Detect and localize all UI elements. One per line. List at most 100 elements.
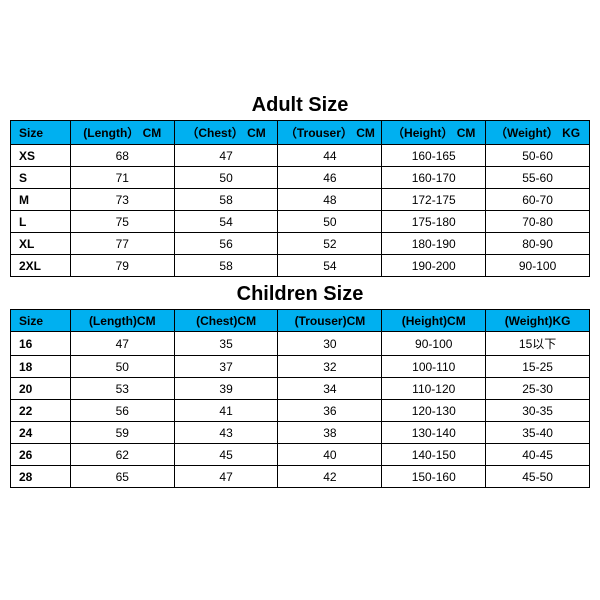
adult-cell: 80-90 bbox=[486, 233, 590, 255]
children-cell: 40 bbox=[278, 444, 382, 466]
children-cell: 16 bbox=[11, 332, 71, 356]
adult-col-1: (Length） CM bbox=[70, 121, 174, 145]
adult-cell: 44 bbox=[278, 145, 382, 167]
adult-cell: 56 bbox=[174, 233, 278, 255]
adult-cell: 90-100 bbox=[486, 255, 590, 277]
children-cell: 41 bbox=[174, 400, 278, 422]
adult-cell: 68 bbox=[70, 145, 174, 167]
children-col-4: (Height)CM bbox=[382, 310, 486, 332]
adult-cell: L bbox=[11, 211, 71, 233]
children-header-row: Size(Length)CM(Chest)CM(Trouser)CM(Heigh… bbox=[11, 310, 590, 332]
adult-cell: 50-60 bbox=[486, 145, 590, 167]
children-row: 20533934110-12025-30 bbox=[11, 378, 590, 400]
adult-cell: 52 bbox=[278, 233, 382, 255]
children-cell: 47 bbox=[174, 466, 278, 488]
adult-cell: 73 bbox=[70, 189, 174, 211]
adult-cell: 79 bbox=[70, 255, 174, 277]
children-row: 26624540140-15040-45 bbox=[11, 444, 590, 466]
adult-cell: 58 bbox=[174, 255, 278, 277]
children-cell: 38 bbox=[278, 422, 382, 444]
adult-cell: 58 bbox=[174, 189, 278, 211]
children-row: 18503732100-11015-25 bbox=[11, 356, 590, 378]
children-cell: 47 bbox=[70, 332, 174, 356]
adult-cell: 70-80 bbox=[486, 211, 590, 233]
children-cell: 42 bbox=[278, 466, 382, 488]
children-cell: 130-140 bbox=[382, 422, 486, 444]
adult-cell: M bbox=[11, 189, 71, 211]
children-cell: 50 bbox=[70, 356, 174, 378]
children-cell: 120-130 bbox=[382, 400, 486, 422]
children-cell: 56 bbox=[70, 400, 174, 422]
adult-cell: 55-60 bbox=[486, 167, 590, 189]
adult-cell: 50 bbox=[174, 167, 278, 189]
adult-cell: 77 bbox=[70, 233, 174, 255]
adult-cell: 50 bbox=[278, 211, 382, 233]
children-cell: 22 bbox=[11, 400, 71, 422]
adult-cell: 54 bbox=[278, 255, 382, 277]
children-cell: 28 bbox=[11, 466, 71, 488]
children-cell: 65 bbox=[70, 466, 174, 488]
children-row: 24594338130-14035-40 bbox=[11, 422, 590, 444]
adult-row: XL775652180-19080-90 bbox=[11, 233, 590, 255]
adult-cell: S bbox=[11, 167, 71, 189]
children-col-3: (Trouser)CM bbox=[278, 310, 382, 332]
children-size-table: Size(Length)CM(Chest)CM(Trouser)CM(Heigh… bbox=[10, 309, 590, 488]
children-col-2: (Chest)CM bbox=[174, 310, 278, 332]
children-cell: 110-120 bbox=[382, 378, 486, 400]
children-col-5: (Weight)KG bbox=[486, 310, 590, 332]
children-row: 28654742150-16045-50 bbox=[11, 466, 590, 488]
adult-col-5: （Weight） KG bbox=[486, 121, 590, 145]
adult-header-row: Size(Length） CM（Chest） CM（Trouser） CM（He… bbox=[11, 121, 590, 145]
children-row: 22564136120-13030-35 bbox=[11, 400, 590, 422]
children-cell: 45 bbox=[174, 444, 278, 466]
adult-col-0: Size bbox=[11, 121, 71, 145]
adult-row: M735848172-17560-70 bbox=[11, 189, 590, 211]
children-cell: 15-25 bbox=[486, 356, 590, 378]
adult-cell: 71 bbox=[70, 167, 174, 189]
adult-cell: 60-70 bbox=[486, 189, 590, 211]
children-cell: 150-160 bbox=[382, 466, 486, 488]
children-cell: 53 bbox=[70, 378, 174, 400]
children-cell: 59 bbox=[70, 422, 174, 444]
adult-cell: 190-200 bbox=[382, 255, 486, 277]
children-col-1: (Length)CM bbox=[70, 310, 174, 332]
children-cell: 30 bbox=[278, 332, 382, 356]
adult-col-2: （Chest） CM bbox=[174, 121, 278, 145]
children-cell: 24 bbox=[11, 422, 71, 444]
children-cell: 20 bbox=[11, 378, 71, 400]
adult-cell: 75 bbox=[70, 211, 174, 233]
adult-cell: 160-170 bbox=[382, 167, 486, 189]
adult-cell: 175-180 bbox=[382, 211, 486, 233]
children-cell: 34 bbox=[278, 378, 382, 400]
adult-col-4: （Height） CM bbox=[382, 121, 486, 145]
children-cell: 45-50 bbox=[486, 466, 590, 488]
children-cell: 39 bbox=[174, 378, 278, 400]
adult-size-table: Size(Length） CM（Chest） CM（Trouser） CM（He… bbox=[10, 120, 590, 277]
children-cell: 90-100 bbox=[382, 332, 486, 356]
adult-cell: XL bbox=[11, 233, 71, 255]
adult-cell: XS bbox=[11, 145, 71, 167]
adult-cell: 48 bbox=[278, 189, 382, 211]
children-cell: 37 bbox=[174, 356, 278, 378]
children-cell: 25-30 bbox=[486, 378, 590, 400]
children-cell: 35 bbox=[174, 332, 278, 356]
children-cell: 32 bbox=[278, 356, 382, 378]
adult-cell: 2XL bbox=[11, 255, 71, 277]
adult-cell: 47 bbox=[174, 145, 278, 167]
children-cell: 62 bbox=[70, 444, 174, 466]
adult-table-wrap: Size(Length） CM（Chest） CM（Trouser） CM（He… bbox=[10, 120, 590, 277]
children-cell: 15以下 bbox=[486, 332, 590, 356]
children-title: Children Size bbox=[237, 283, 364, 306]
children-cell: 140-150 bbox=[382, 444, 486, 466]
children-cell: 100-110 bbox=[382, 356, 486, 378]
children-cell: 40-45 bbox=[486, 444, 590, 466]
children-cell: 30-35 bbox=[486, 400, 590, 422]
adult-row: S715046160-17055-60 bbox=[11, 167, 590, 189]
children-cell: 35-40 bbox=[486, 422, 590, 444]
adult-title: Adult Size bbox=[252, 94, 349, 117]
adult-cell: 54 bbox=[174, 211, 278, 233]
children-row: 1647353090-10015以下 bbox=[11, 332, 590, 356]
adult-row: XS684744160-16550-60 bbox=[11, 145, 590, 167]
children-cell: 43 bbox=[174, 422, 278, 444]
adult-row: L755450175-18070-80 bbox=[11, 211, 590, 233]
